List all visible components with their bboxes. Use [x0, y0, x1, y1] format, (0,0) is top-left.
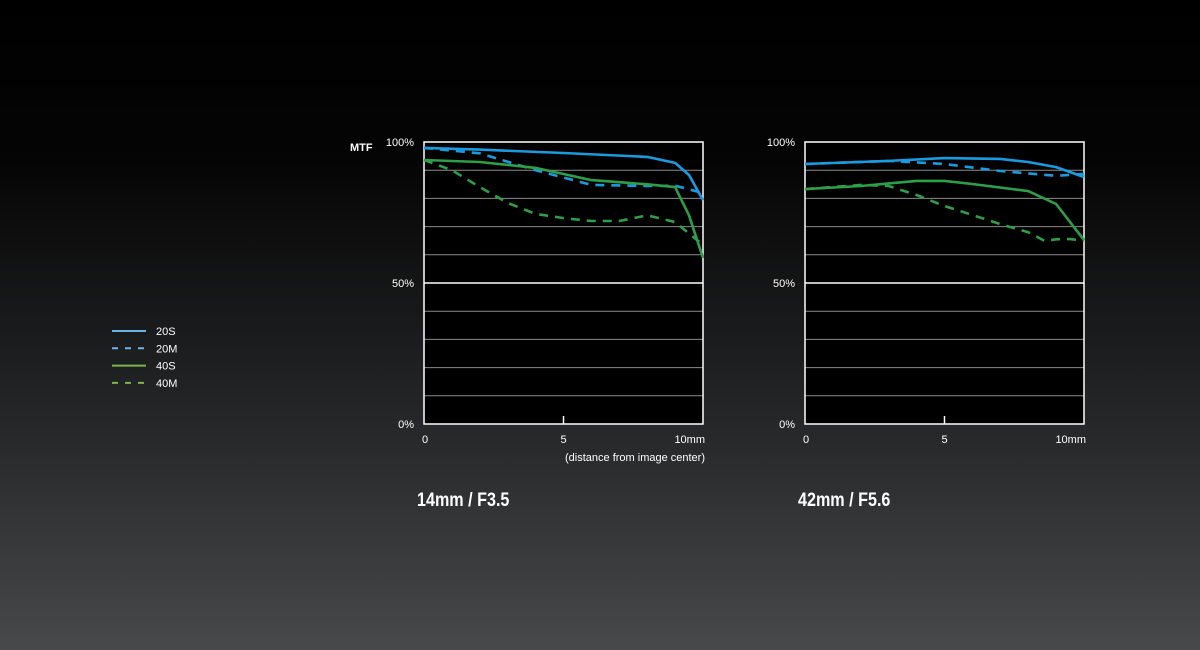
y-tick-label: 100%	[767, 137, 795, 149]
x-tick-label: 5	[560, 434, 566, 446]
y-tick-label: 0%	[779, 419, 795, 431]
series-line-20M	[423, 146, 704, 195]
x-tick-label: 10mm	[1055, 434, 1086, 446]
series-line-20M	[804, 159, 1085, 178]
y-tick-label: 100%	[386, 137, 414, 149]
x-tick-label: 0	[422, 434, 428, 446]
legend-label: 40S	[156, 361, 176, 373]
y-tick-label: 50%	[773, 278, 795, 290]
legend: 20S 20M 40S 40M	[112, 326, 177, 390]
chart-2: 0% 50% 100% 0 5 10mm 42mm / F5.6	[767, 137, 1086, 510]
x-axis-label: (distance from image center)	[565, 452, 705, 464]
y-tick-label: 0%	[398, 419, 414, 431]
legend-label: 20M	[156, 343, 177, 355]
series-line-40M	[804, 183, 1085, 243]
chart-title: 14mm / F3.5	[417, 489, 510, 511]
series-line-40M	[423, 158, 704, 246]
series-line-20S	[423, 146, 705, 201]
chart-1: 0% 50% 100% 0 5 10mm 14mm / F3.5	[386, 137, 705, 510]
chart-title: 42mm / F5.6	[798, 489, 891, 511]
x-tick-label: 10mm	[674, 434, 705, 446]
y-axis-label: MTF	[350, 142, 373, 154]
x-tick-label: 0	[803, 434, 809, 446]
legend-label: 40M	[156, 378, 177, 390]
y-tick-label: 50%	[392, 278, 414, 290]
legend-label: 20S	[156, 326, 176, 338]
series-line-40S	[423, 158, 705, 259]
x-tick-label: 5	[941, 434, 947, 446]
